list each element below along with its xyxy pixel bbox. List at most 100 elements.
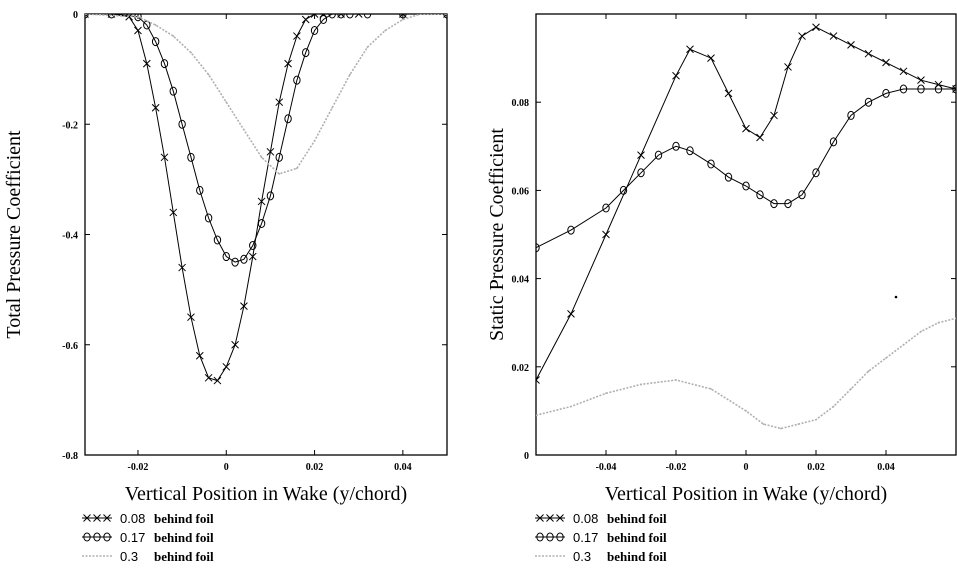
x-tick-label: -0.02 <box>128 462 149 473</box>
y-tick-label: 0.04 <box>512 275 530 286</box>
data-point <box>675 379 677 381</box>
x-axis-label: Vertical Position in Wake (y/chord) <box>605 483 887 505</box>
series-0_17 <box>85 14 447 267</box>
data-point <box>619 185 628 195</box>
legend-swatch-marker <box>83 532 91 542</box>
data-point <box>348 73 351 76</box>
data-point <box>762 423 765 426</box>
data-point <box>847 110 855 120</box>
data-point <box>85 14 89 19</box>
data-point <box>225 101 228 104</box>
data-point <box>770 111 778 120</box>
data-point <box>570 405 572 408</box>
data-point <box>710 387 712 390</box>
data-point <box>567 225 575 235</box>
data-point <box>902 343 905 346</box>
x-tick-label: 0 <box>224 462 229 473</box>
data-point <box>401 18 404 21</box>
data-point <box>207 73 210 76</box>
data-point <box>346 14 354 19</box>
data-point <box>266 191 275 201</box>
data-point <box>313 139 316 142</box>
data-point <box>707 54 715 62</box>
data-point <box>178 119 186 129</box>
series-line <box>536 26 956 381</box>
legend-label: behind foil <box>154 549 214 564</box>
series-line <box>85 14 447 382</box>
legend: 0.08 behind foil 0.17 behind foil 0.3 behind … <box>82 511 214 564</box>
data-point <box>812 23 820 32</box>
data-point <box>955 317 956 320</box>
data-point <box>160 153 169 162</box>
data-point <box>797 423 800 426</box>
y-axis-label: Total Pressure Coefficient <box>3 130 25 339</box>
data-point <box>137 15 139 18</box>
legend-value: 0.3 <box>120 549 138 564</box>
data-point <box>301 15 310 24</box>
data-point <box>798 190 806 200</box>
data-point <box>151 103 160 112</box>
data-point <box>249 241 257 251</box>
data-point <box>756 133 764 142</box>
series-0_3 <box>85 14 447 175</box>
data-point <box>384 29 387 32</box>
data-point <box>243 128 245 131</box>
data-point <box>847 41 855 49</box>
data-point <box>536 376 540 384</box>
legend-label: behind foil <box>607 549 667 564</box>
data-point <box>143 20 151 30</box>
data-point <box>331 106 334 109</box>
data-point <box>640 383 642 386</box>
data-point <box>284 114 292 124</box>
y-tick-label: 0.06 <box>512 186 530 197</box>
legend-swatch-marker <box>103 514 111 522</box>
data-point <box>275 152 283 162</box>
data-point <box>784 63 792 71</box>
data-point <box>178 263 186 272</box>
legend-swatch-marker <box>556 532 564 542</box>
legend-swatch-marker <box>93 532 101 542</box>
data-point <box>231 340 239 349</box>
legend-value: 0.17 <box>120 530 145 545</box>
data-point <box>832 405 835 408</box>
data-point <box>419 14 422 15</box>
data-point <box>882 88 890 98</box>
legend-item: 0.08 behind foil <box>535 511 667 526</box>
data-point <box>864 49 873 58</box>
legend-value: 0.17 <box>573 530 598 545</box>
series-line <box>85 14 447 263</box>
y-tick-label: -0.4 <box>62 231 78 242</box>
legend-label: behind foil <box>607 530 667 545</box>
legend-swatch-marker <box>83 514 91 522</box>
data-point <box>266 147 275 156</box>
series-line <box>536 317 956 430</box>
data-point <box>151 37 160 47</box>
data-point <box>536 243 540 253</box>
data-point <box>724 172 733 182</box>
data-point <box>275 98 284 107</box>
data-point <box>142 59 151 68</box>
x-tick-label: 0 <box>744 462 749 473</box>
stray-dot <box>894 295 898 299</box>
data-point <box>257 197 266 206</box>
data-point <box>602 230 610 239</box>
series-0_08 <box>85 14 447 385</box>
data-point <box>187 313 195 322</box>
plot-frame <box>84 13 448 456</box>
data-point <box>637 168 645 178</box>
y-tick-label: 0.02 <box>512 363 530 374</box>
y-tick-label: 0 <box>524 451 529 462</box>
legend-swatch-marker <box>546 532 554 542</box>
data-point <box>366 46 369 48</box>
data-point <box>602 203 610 213</box>
x-tick-label: 0.02 <box>807 462 825 473</box>
data-point <box>446 14 447 15</box>
legend-value: 0.3 <box>573 549 591 564</box>
data-point <box>248 252 257 261</box>
series-0_17 <box>536 84 956 253</box>
data-point <box>637 151 645 159</box>
y-tick-label: -0.2 <box>62 120 78 131</box>
x-tick-label: 0.04 <box>877 462 895 473</box>
data-point <box>784 199 792 209</box>
